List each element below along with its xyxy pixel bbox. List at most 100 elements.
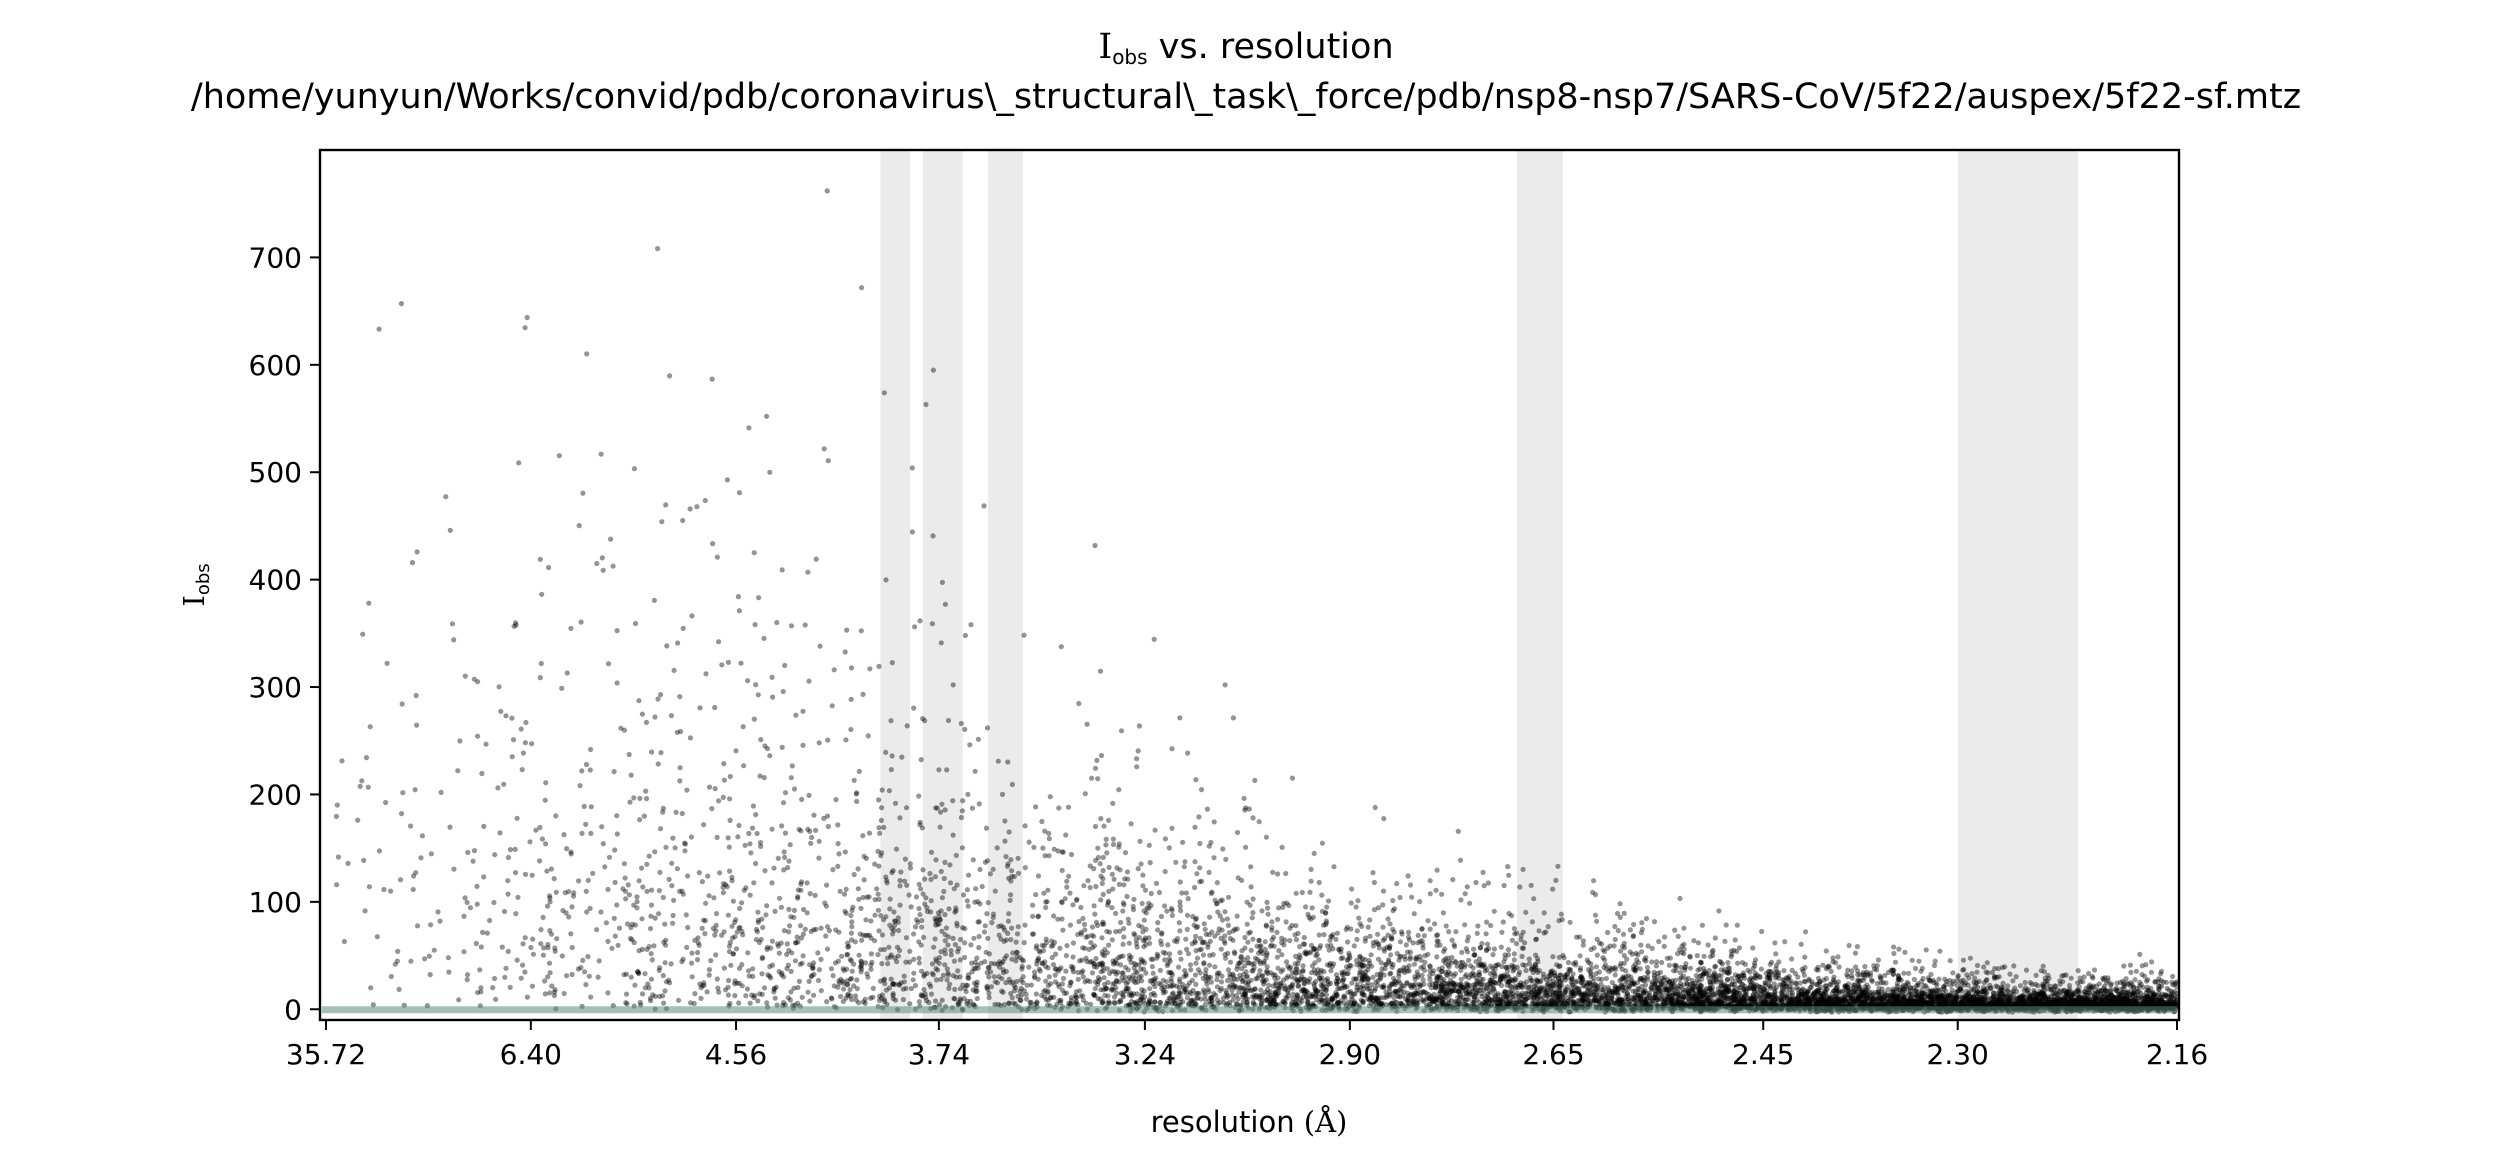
data-point (810, 965, 816, 971)
data-point (1177, 879, 1183, 885)
data-point (722, 987, 729, 993)
data-point (1225, 922, 1231, 929)
data-point (395, 948, 401, 955)
data-point (1245, 955, 1251, 961)
data-point (1671, 962, 1678, 968)
data-point (1557, 1000, 1563, 1006)
data-point (1718, 973, 1724, 979)
data-point (1786, 1000, 1792, 1007)
data-point (1580, 997, 1586, 1003)
data-point (1944, 979, 1950, 985)
data-point (1128, 990, 1134, 996)
data-point (1182, 859, 1188, 865)
data-point (1380, 984, 1386, 990)
data-point (1821, 1000, 1828, 1006)
data-point (527, 839, 533, 845)
data-point (428, 851, 434, 857)
data-point (1439, 968, 1445, 975)
data-point (2036, 991, 2042, 997)
data-point (900, 996, 907, 1003)
data-point (837, 888, 843, 894)
data-point (928, 849, 935, 855)
data-point (585, 954, 591, 960)
data-point (659, 519, 665, 525)
data-point (1098, 873, 1104, 879)
data-point (787, 923, 793, 929)
data-point (832, 960, 839, 966)
data-point (1030, 902, 1036, 908)
data-point (1569, 976, 1575, 982)
data-point (849, 924, 855, 930)
data-point (551, 989, 558, 995)
data-point (782, 830, 789, 836)
data-point (507, 984, 513, 991)
data-point (652, 849, 658, 855)
data-point (740, 724, 746, 730)
data-point (1048, 994, 1054, 1001)
data-point (1668, 998, 1674, 1004)
data-point (1531, 896, 1537, 902)
data-point (938, 640, 944, 646)
data-point (1427, 976, 1433, 983)
data-point (907, 1001, 913, 1007)
data-point (713, 911, 720, 917)
data-point (1039, 992, 1045, 999)
data-point (1964, 972, 1970, 978)
data-point (1047, 794, 1053, 800)
data-point (1471, 993, 1477, 1000)
data-point (1183, 936, 1189, 942)
data-point (757, 773, 763, 779)
data-point (733, 946, 740, 952)
data-point (1219, 917, 1226, 923)
data-point (1052, 979, 1058, 985)
data-point (942, 807, 948, 813)
data-point (1599, 995, 1605, 1001)
data-point (900, 986, 906, 992)
data-point (1518, 999, 1524, 1005)
data-point (1885, 992, 1891, 998)
data-point (1033, 892, 1039, 898)
data-point (1303, 904, 1309, 910)
data-point (1087, 884, 1093, 891)
data-point (974, 995, 980, 1002)
data-point (1638, 942, 1644, 948)
data-point (2001, 993, 2008, 999)
data-point (1227, 983, 1233, 989)
data-point (1502, 989, 1508, 995)
data-point (1390, 975, 1397, 982)
data-point (1121, 934, 1127, 940)
data-point (1706, 972, 1712, 978)
data-point (1420, 997, 1426, 1003)
data-point (1728, 948, 1734, 954)
data-point (835, 958, 842, 964)
data-point (2159, 1000, 2165, 1006)
data-point (1469, 992, 1475, 998)
data-point (742, 842, 748, 848)
data-point (1444, 992, 1450, 998)
data-point (2084, 990, 2090, 996)
data-point (958, 936, 964, 943)
data-point (1275, 965, 1281, 971)
data-point (1116, 844, 1122, 850)
data-point (596, 958, 602, 964)
data-point (1162, 868, 1168, 875)
data-point (564, 846, 570, 852)
data-point (1846, 998, 1852, 1004)
data-point (1970, 998, 1976, 1004)
data-point (1321, 932, 1327, 938)
data-point (1380, 937, 1386, 944)
data-point (1274, 954, 1280, 960)
data-point (1249, 915, 1255, 921)
data-point (2114, 996, 2120, 1002)
data-point (875, 907, 882, 913)
data-point (616, 925, 623, 931)
data-point (2173, 993, 2179, 999)
data-point (1865, 984, 1871, 991)
data-point (1970, 993, 1976, 999)
data-point (2091, 967, 2098, 973)
data-point (2158, 1001, 2164, 1008)
data-point (815, 977, 822, 984)
data-point (1500, 919, 1506, 925)
data-point (1694, 953, 1700, 959)
data-point (1498, 973, 1504, 979)
